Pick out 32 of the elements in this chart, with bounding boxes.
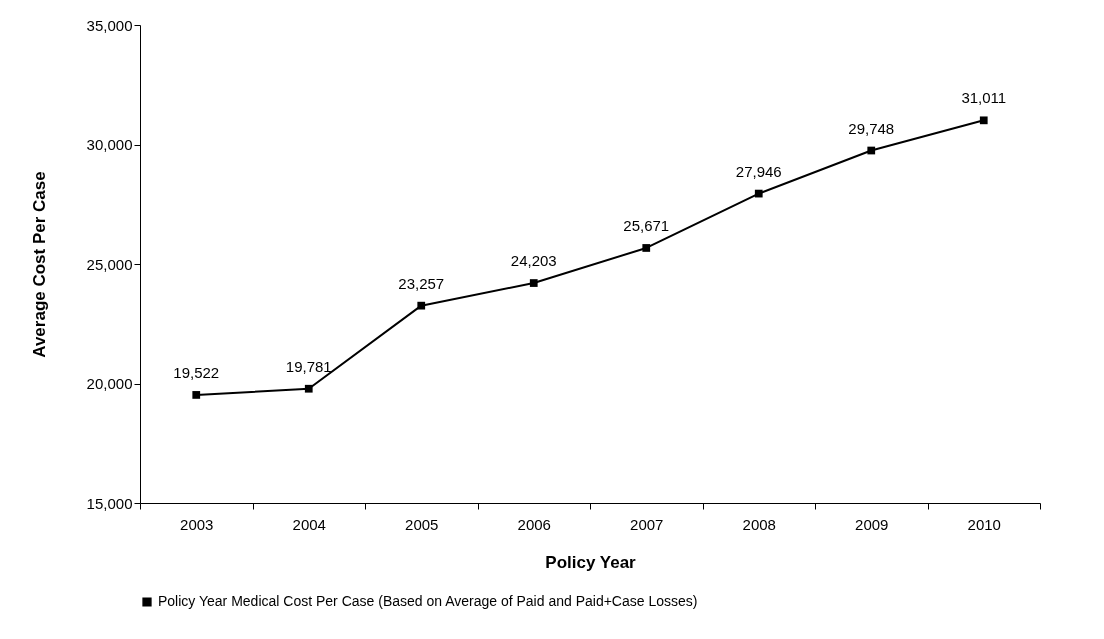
x-tick-label: 2005 <box>405 515 439 533</box>
x-tick-label: 2007 <box>630 515 664 533</box>
x-tick-label: 2008 <box>742 515 776 533</box>
text: 23,257 <box>398 274 445 292</box>
legend-label: Policy Year Medical Cost Per Case (Based on Average of Paid and Paid+Case Losses) <box>158 593 698 609</box>
text: 27,946 <box>735 162 782 180</box>
text: 25,671 <box>623 216 670 234</box>
point <box>417 301 426 310</box>
text: 19,781 <box>285 357 332 375</box>
text: 24,203 <box>510 252 557 270</box>
text: 19,522 <box>173 363 220 381</box>
point <box>867 146 876 155</box>
x-tick-label: 2004 <box>292 515 326 533</box>
y-tick-label: 25,000 <box>86 255 133 273</box>
x-tick-label: 2003 <box>180 515 214 533</box>
point <box>304 384 313 393</box>
point <box>192 391 201 399</box>
y-tick-label: 15,000 <box>86 494 133 512</box>
y-tick-label: 20,000 <box>86 375 133 392</box>
y-axis-title: Average Cost Per Case <box>29 171 49 358</box>
point <box>979 116 988 125</box>
x-tick-label: 2006 <box>517 515 551 533</box>
point <box>754 189 763 198</box>
point <box>529 279 538 287</box>
x-axis-title: Policy Year <box>545 552 637 572</box>
text: 31,011 <box>961 89 1007 107</box>
y-tick-label: 35,000 <box>86 16 133 34</box>
y-tick-label: 30,000 <box>86 136 133 153</box>
point <box>642 244 651 252</box>
x-tick-label: 2009 <box>855 515 889 533</box>
x-tick-label: 2010 <box>967 515 1001 533</box>
text: 29,748 <box>848 119 895 137</box>
